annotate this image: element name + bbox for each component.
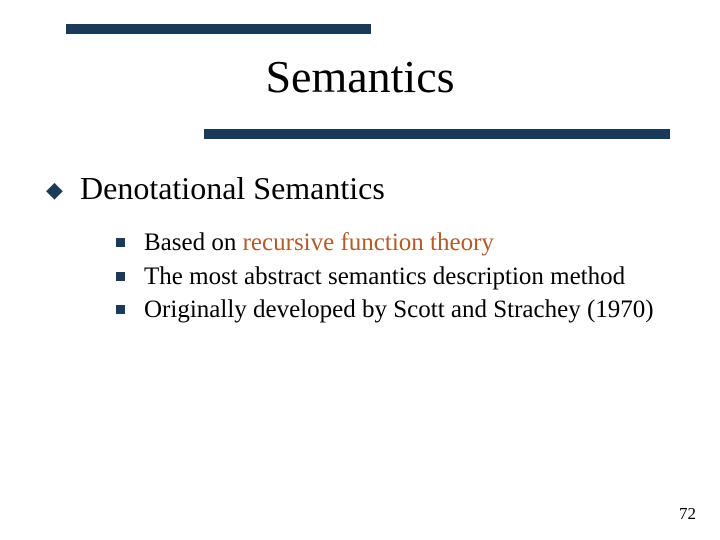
text-run: The most abstract semantics description … <box>144 263 625 290</box>
list-item: The most abstract semantics description … <box>116 262 676 292</box>
bullet-level1: ◆ Denotational Semantics <box>46 170 385 207</box>
list-item: Originally developed by Scott and Strach… <box>116 295 676 325</box>
list-item: Based on recursive function theory <box>116 228 676 258</box>
square-bullet-icon <box>116 238 125 247</box>
list-item-text: Originally developed by Scott and Strach… <box>144 295 676 325</box>
title-rule-top <box>66 24 371 34</box>
bullet-level2-list: Based on recursive function theory The m… <box>116 228 676 329</box>
title-rule-bottom <box>204 129 670 139</box>
slide: Semantics ◆ Denotational Semantics Based… <box>0 0 720 540</box>
square-bullet-icon <box>116 272 125 281</box>
page-number: 72 <box>679 504 696 524</box>
slide-title: Semantics <box>0 50 720 103</box>
square-bullet-icon <box>116 305 125 314</box>
list-item-text: Based on recursive function theory <box>144 228 676 258</box>
list-item-text: The most abstract semantics description … <box>144 262 676 292</box>
text-run: Originally developed by Scott and Strach… <box>144 296 654 323</box>
bullet-level1-text: Denotational Semantics <box>80 170 385 206</box>
text-run: Based on <box>144 229 243 256</box>
highlighted-text: recursive function theory <box>243 229 494 256</box>
diamond-bullet-icon: ◆ <box>46 177 63 203</box>
